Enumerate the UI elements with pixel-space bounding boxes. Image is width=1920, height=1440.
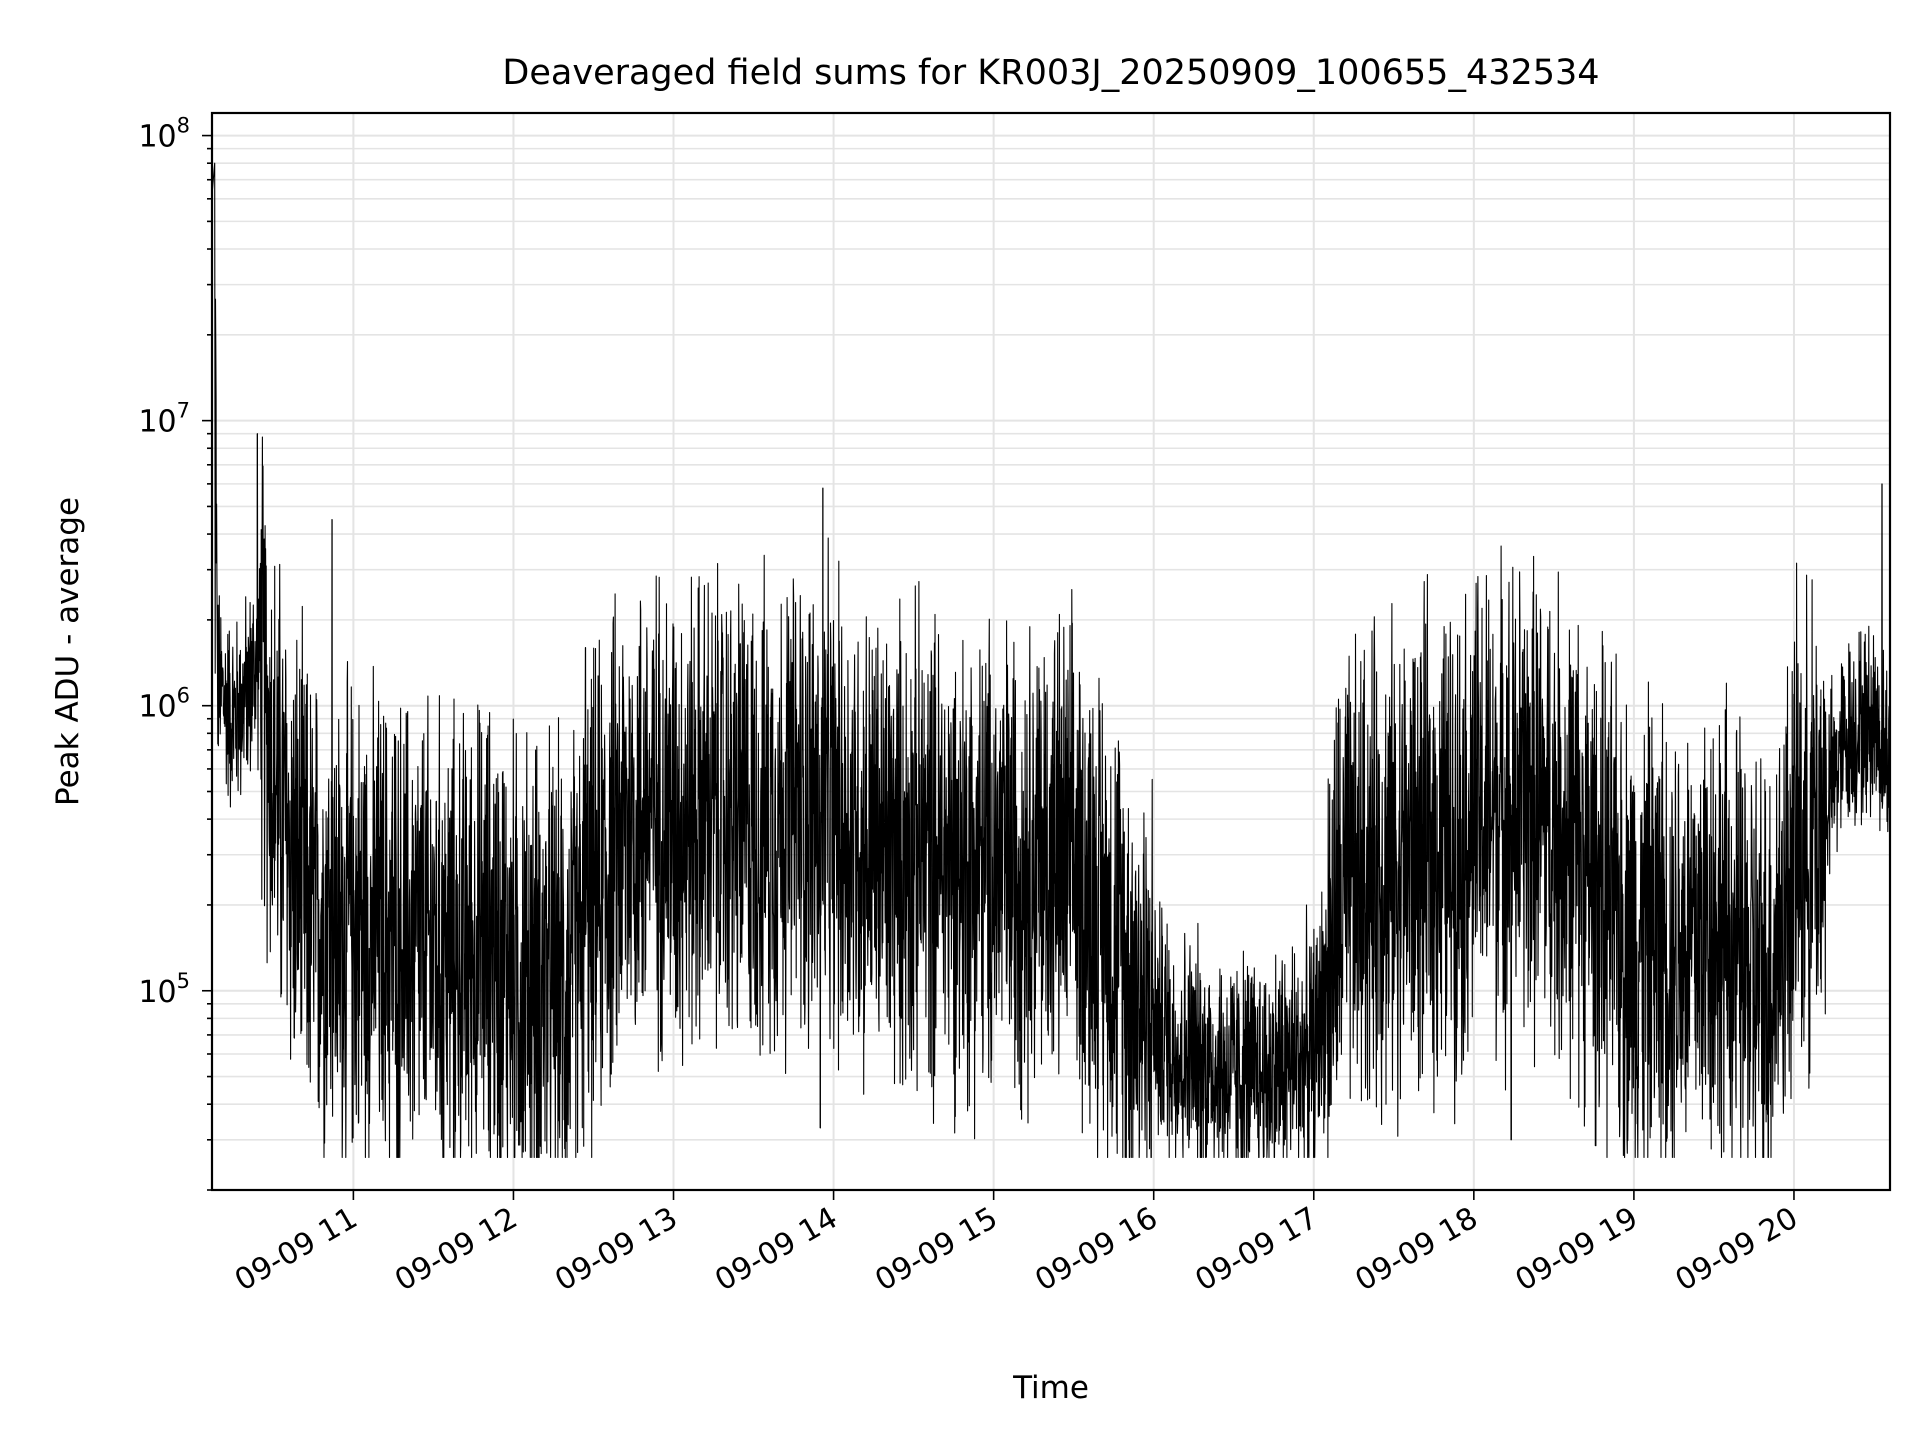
y-axis-label: Peak ADU - average: [50, 497, 86, 806]
y-tick-label: 107: [138, 399, 190, 440]
plot-frame: [210, 111, 1892, 1192]
series-line: [211, 162, 1891, 1159]
series-layer: [211, 162, 1891, 1159]
y-tick-label: 106: [138, 684, 190, 725]
y-tick-label: 108: [138, 114, 190, 155]
y-tick-label: 105: [138, 969, 190, 1010]
chart-title: Deaveraged field sums for KR003J_2025090…: [502, 53, 1599, 93]
x-axis-label: Time: [1012, 1370, 1089, 1406]
